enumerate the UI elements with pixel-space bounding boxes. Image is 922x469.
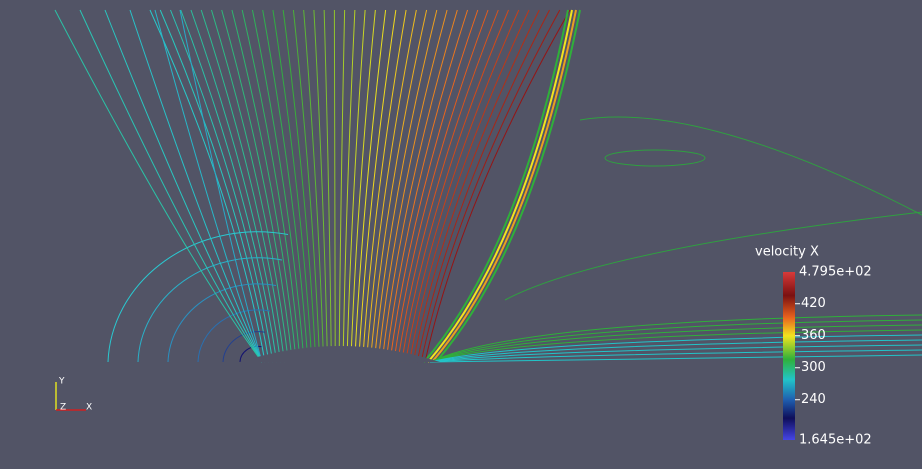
contour-line [241, 9, 301, 363]
contour-line [429, 349, 922, 363]
contour-line [401, 9, 509, 363]
contour-line [429, 334, 922, 363]
color-legend-tick-label: 420 [801, 296, 826, 311]
shock-line [435, 9, 581, 363]
contour-line [579, 116, 922, 216]
contour-arc [197, 309, 271, 363]
contour-line [282, 9, 317, 363]
color-legend-tick-label: 240 [801, 392, 826, 407]
color-bar [783, 272, 795, 440]
contour-line [180, 9, 278, 363]
contour-line [416, 9, 550, 363]
contour-line [358, 9, 397, 363]
contour-line [251, 9, 305, 363]
contour-line [292, 9, 321, 363]
contour-line [381, 9, 458, 363]
body-surface [240, 346, 440, 362]
contour-line [397, 9, 499, 363]
contour-line [429, 339, 922, 363]
contour-line [429, 329, 922, 363]
color-legend-title: velocity X [755, 245, 819, 260]
contour-line [272, 9, 313, 363]
shock-line [427, 9, 573, 363]
contour-line [323, 9, 332, 363]
contour-line [303, 9, 325, 363]
contour-line [154, 9, 263, 363]
color-legend-tick-label: 300 [801, 360, 826, 375]
contour-line [190, 9, 282, 363]
contour-line [404, 9, 520, 363]
contour-line [179, 9, 263, 363]
color-legend: velocity X 4.795e+02 1.645e+02 420 360 300 24… [755, 245, 872, 448]
contour-line [424, 9, 571, 363]
contour-line [362, 9, 407, 363]
y-axis-label: Y [58, 377, 65, 387]
shock-line [423, 9, 569, 363]
contour-line [389, 9, 479, 363]
contour-line [313, 9, 328, 363]
x-axis-label: X [86, 403, 92, 413]
contour-line [354, 9, 387, 363]
contour-line [262, 9, 309, 363]
contour-lines [54, 9, 922, 363]
z-axis-label: Z [60, 403, 66, 413]
contour-line [333, 9, 336, 363]
contour-line [170, 9, 274, 363]
contour-line [429, 314, 922, 363]
contour-line [200, 9, 286, 363]
contour-line [429, 319, 922, 363]
contour-line [342, 9, 356, 363]
contour-line [393, 9, 489, 363]
contour-line [350, 9, 376, 363]
contour-line [231, 9, 297, 363]
contour-line [210, 9, 289, 363]
contour-line [408, 9, 530, 363]
contour-line [412, 9, 540, 363]
color-legend-max: 4.795e+02 [799, 265, 872, 280]
contour-line [338, 9, 346, 363]
contour-line [369, 9, 428, 363]
contour-line [385, 9, 469, 363]
contour-line [221, 9, 293, 363]
contour-arc [137, 257, 283, 363]
contour-line [420, 9, 561, 363]
contour-line [365, 9, 417, 363]
contour-line [504, 211, 922, 301]
contour-line [346, 9, 366, 363]
axes-triad: Y Z X [55, 377, 92, 413]
color-legend-tick-label: 360 [801, 328, 826, 343]
contour-loop [604, 149, 706, 167]
contour-line [429, 354, 922, 363]
contour-arc [167, 283, 277, 363]
contour-arc [107, 231, 289, 363]
color-legend-min: 1.645e+02 [799, 433, 872, 448]
contour-line [104, 9, 263, 363]
contour-line [377, 9, 448, 363]
contour-line [429, 344, 922, 363]
contour-line [129, 9, 263, 363]
contour-line [149, 9, 266, 363]
contour-arc [222, 331, 266, 363]
contour-line [79, 9, 263, 363]
shock-line [431, 9, 577, 363]
contour-line [54, 9, 263, 363]
contour-arc [239, 345, 262, 363]
contour-line [373, 9, 438, 363]
contour-line [429, 324, 922, 363]
contour-line [159, 9, 270, 363]
